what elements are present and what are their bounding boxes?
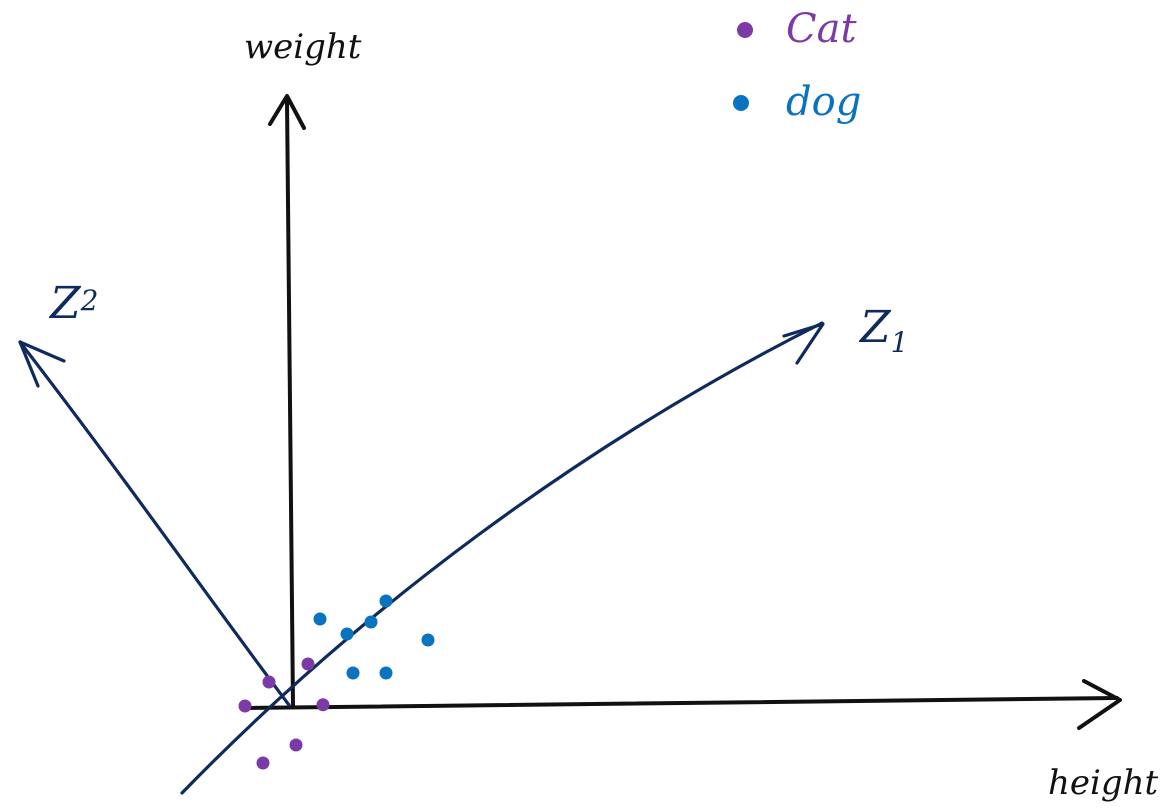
cat-point-3 [238,699,252,713]
axis-labels: weight height Z1 Z2 [48,27,1159,803]
dog-points [313,594,435,680]
legend-dog-label: dog [786,79,861,125]
cat-points [238,657,330,770]
rotated-axes [18,321,825,795]
z1-subscript: 1 [891,326,909,359]
z1-axis [180,321,824,795]
weight-axis [285,99,295,708]
legend: Cat dog [733,6,861,125]
height-axis-arrowhead [1077,679,1122,730]
z1-main: Z [858,302,892,353]
z1-axis-arrowhead [782,322,825,365]
dog-point-4 [379,594,393,608]
dog-point-3 [364,615,378,629]
z2-label: Z2 [48,278,98,329]
legend-cat-dot [737,22,753,38]
legend-cat-label: Cat [786,6,857,52]
cat-point-5 [289,738,303,752]
dog-point-7 [346,666,360,680]
legend-dog-dot [733,95,749,111]
dog-point-2 [340,627,354,641]
weight-axis-label: weight [244,27,362,67]
height-axis-label: height [1048,763,1159,803]
dog-point-1 [313,612,327,626]
dog-point-5 [421,633,435,647]
cat-point-6 [256,756,270,770]
z1-label: Z1 [858,302,908,359]
z2-main: Z [48,278,82,329]
height-axis [244,696,1119,710]
cat-point-2 [262,675,276,689]
z2-axis-arrowhead [18,340,66,388]
cat-point-1 [301,657,315,671]
z2-subscript: 2 [80,284,99,317]
cat-point-4 [316,698,330,712]
weight-axis-arrowhead [268,94,306,130]
dog-point-6 [379,666,393,680]
original-axes [244,94,1122,730]
z2-axis [18,340,291,707]
